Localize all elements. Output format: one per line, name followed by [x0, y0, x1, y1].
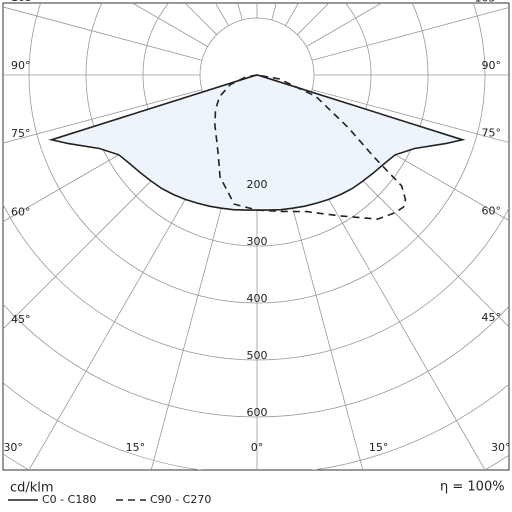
radial-grid-line	[297, 3, 330, 35]
angle-tick-label: 15°	[126, 441, 146, 454]
radial-grid-line	[306, 3, 382, 47]
radial-grid-line	[311, 89, 509, 143]
legend-label: C0 - C180	[42, 493, 96, 506]
angle-tick-label: 105°	[11, 0, 38, 4]
r-tick-label: 300	[247, 235, 268, 248]
angle-tick-label: 60°	[482, 204, 502, 217]
r-tick-label: 500	[247, 349, 268, 362]
intensity-curve	[214, 74, 407, 220]
angle-tick-label: 90°	[482, 59, 502, 72]
radial-grid-line	[132, 3, 208, 47]
angle-tick-label: 30°	[3, 441, 23, 454]
angle-tick-label: 105°	[475, 0, 502, 4]
radial-grid-line	[237, 3, 243, 21]
angle-tick-label: 30°	[491, 441, 511, 454]
angle-tick-label: 15°	[369, 441, 389, 454]
labels: 200 300 400 500 600 105° 90° 75° 60° 45° 30° 15° 0° 1…	[3, 0, 510, 454]
r-tick-label: 600	[247, 406, 268, 419]
angle-tick-label: 75°	[482, 127, 502, 140]
efficiency-label: η = 100%	[440, 480, 505, 495]
angle-tick-label: 45°	[482, 311, 502, 324]
angle-tick-label: 60°	[11, 206, 31, 219]
radial-grid-line	[3, 6, 203, 61]
r-tick-label: 200	[247, 178, 268, 191]
angle-tick-label: 90°	[11, 59, 31, 72]
angle-tick-label: 45°	[11, 313, 31, 326]
legend: C0 - C180 C90 - C270	[8, 493, 211, 506]
radial-grid-line	[3, 89, 203, 144]
radial-grid-line	[311, 7, 509, 61]
radial-grid-line	[271, 3, 277, 21]
angle-tick-label: 0°	[251, 441, 264, 454]
r-tick-label: 400	[247, 292, 268, 305]
curves	[48, 74, 466, 220]
angle-tick-label: 75°	[11, 127, 31, 140]
unit-label: cd/klm	[10, 481, 54, 496]
legend-label: C90 - C270	[150, 493, 211, 506]
radial-grid-line	[184, 3, 217, 35]
radial-grid-line	[285, 3, 299, 26]
radial-grid-line	[215, 3, 229, 26]
